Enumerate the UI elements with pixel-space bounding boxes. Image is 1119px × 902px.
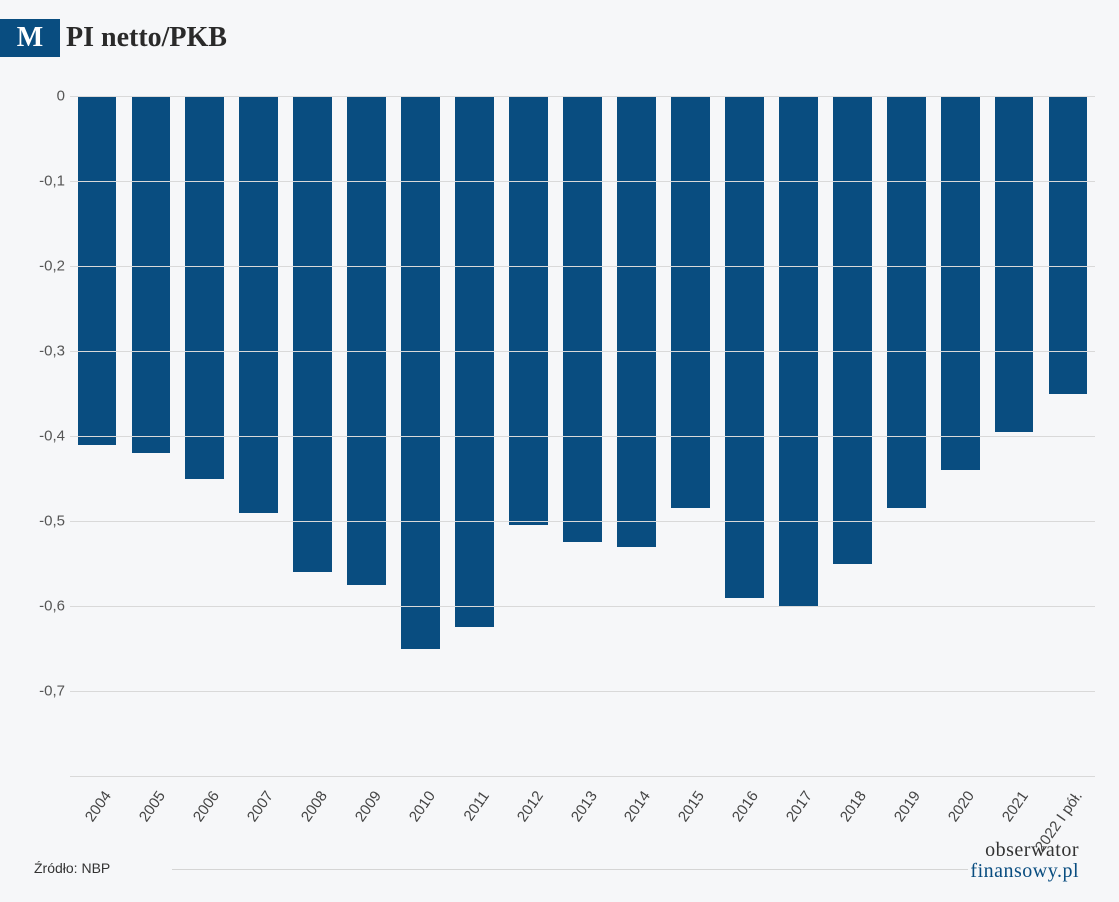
bar — [1049, 96, 1088, 394]
y-tick-label: -0,6 — [25, 598, 65, 615]
gridline — [70, 436, 1095, 437]
x-tick-label: 2017 — [783, 788, 816, 825]
bar — [887, 96, 926, 508]
bar — [563, 96, 602, 542]
x-tick-label: 2010 — [406, 788, 439, 825]
baseline — [70, 776, 1095, 777]
x-tick-label: 2018 — [837, 788, 870, 825]
x-tick-label: 2008 — [298, 788, 331, 825]
x-tick-label: 2005 — [136, 788, 169, 825]
x-tick-label: 2013 — [567, 788, 600, 825]
bar — [239, 96, 278, 513]
brand-logo: obserwator finansowy.pl — [970, 840, 1079, 882]
y-tick-label: 0 — [25, 88, 65, 105]
bar — [347, 96, 386, 585]
bar — [725, 96, 764, 598]
x-tick-label: 2011 — [460, 788, 492, 824]
gridline — [70, 606, 1095, 607]
y-tick-label: -0,1 — [25, 173, 65, 190]
x-tick-label: 2016 — [729, 788, 762, 825]
bar — [293, 96, 332, 572]
title-badge: M — [0, 19, 60, 57]
bar — [401, 96, 440, 649]
gridline — [70, 691, 1095, 692]
gridline — [70, 181, 1095, 182]
footer: Źródło: NBP obserwator finansowy.pl — [24, 836, 1095, 884]
gridline — [70, 521, 1095, 522]
bar — [185, 96, 224, 479]
chart-title: PI netto/PKB — [66, 22, 227, 54]
bar — [132, 96, 171, 453]
footer-divider — [172, 869, 968, 870]
x-tick-label: 2020 — [945, 788, 978, 825]
x-tick-label: 2009 — [352, 788, 385, 825]
x-tick-label: 2019 — [891, 788, 924, 825]
x-tick-label: 2021 — [999, 788, 1032, 825]
x-tick-label: 2006 — [190, 788, 223, 825]
x-tick-label: 2004 — [82, 788, 115, 825]
gridline — [70, 266, 1095, 267]
y-tick-label: -0,3 — [25, 343, 65, 360]
y-tick-label: -0,4 — [25, 428, 65, 445]
y-tick-label: -0,7 — [25, 683, 65, 700]
bar — [995, 96, 1034, 432]
bar — [509, 96, 548, 525]
gridline — [70, 96, 1095, 97]
brand-logo-bottom: finansowy.pl — [970, 861, 1079, 882]
source-label: Źródło: NBP — [34, 860, 110, 876]
brand-logo-top: obserwator — [970, 840, 1079, 861]
bar — [833, 96, 872, 564]
title-badge-letter: M — [17, 22, 43, 54]
x-tick-label: 2014 — [621, 788, 654, 825]
x-tick-label: 2007 — [244, 788, 277, 825]
gridline — [70, 351, 1095, 352]
x-tick-label: 2012 — [513, 788, 546, 825]
x-tick-label: 2015 — [675, 788, 708, 825]
y-tick-label: -0,5 — [25, 513, 65, 530]
plot: 0-0,1-0,2-0,3-0,4-0,5-0,6-0,720042005200… — [70, 96, 1095, 776]
bar — [671, 96, 710, 508]
bar — [455, 96, 494, 627]
bar — [78, 96, 117, 445]
y-tick-label: -0,2 — [25, 258, 65, 275]
page: M PI netto/PKB 0-0,1-0,2-0,3-0,4-0,5-0,6… — [0, 0, 1119, 902]
chart-area: 0-0,1-0,2-0,3-0,4-0,5-0,6-0,720042005200… — [24, 88, 1095, 768]
bar — [941, 96, 980, 470]
title-row: M PI netto/PKB — [0, 18, 227, 58]
bar — [617, 96, 656, 547]
